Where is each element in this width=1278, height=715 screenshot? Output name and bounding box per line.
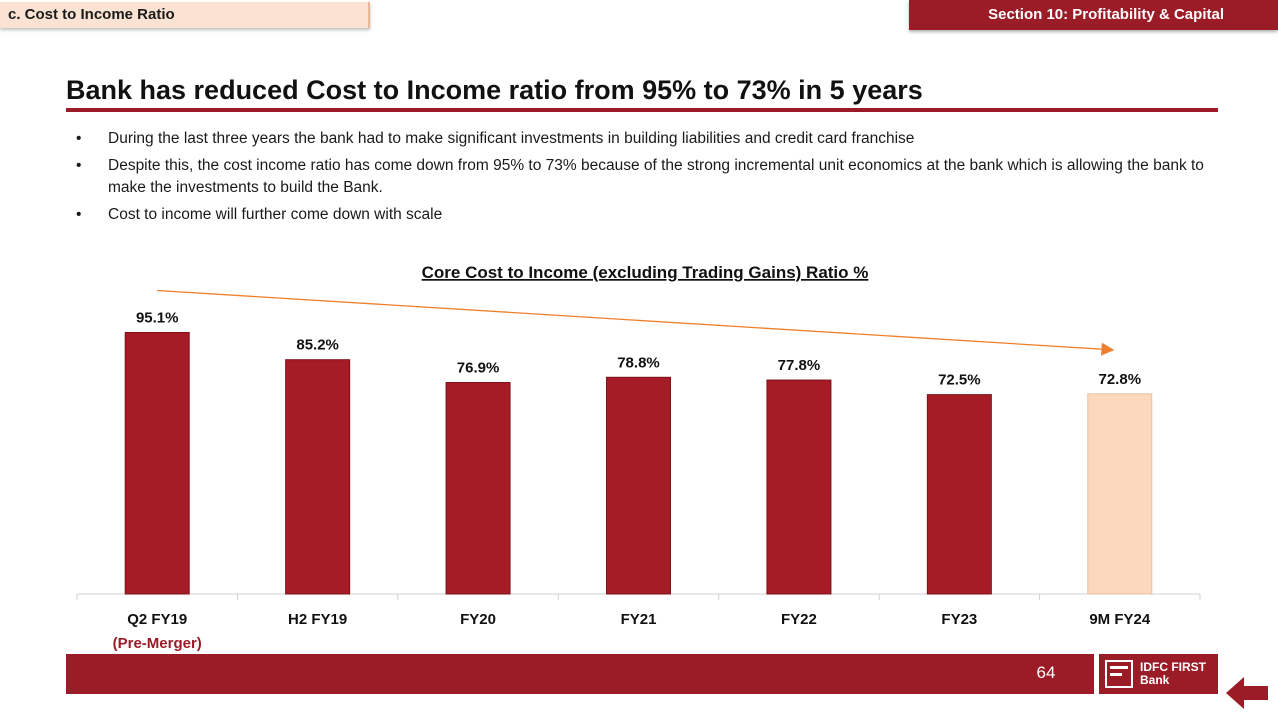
bullet-text: Despite this, the cost income ratio has …: [108, 157, 1204, 196]
data-label: 78.8%: [617, 354, 660, 371]
bar-h2-fy19: [285, 359, 351, 595]
bullet-item: • Despite this, the cost income ratio has…: [76, 155, 1246, 199]
data-label: 72.8%: [1099, 371, 1142, 388]
data-label: 72.5%: [938, 372, 981, 389]
x-tick-label: Q2 FY19: [127, 611, 187, 628]
data-label: 85.2%: [296, 337, 339, 354]
bullet-item: • During the last three years the bank ha…: [76, 128, 1246, 150]
logo-text: IDFC FIRST Bank: [1140, 661, 1206, 687]
chart-title: Core Cost to Income (excluding Trading G…: [422, 263, 869, 282]
bar-fy20: [445, 382, 511, 595]
data-label: 76.9%: [457, 360, 500, 377]
bullet-dot: •: [76, 157, 82, 174]
bullet-text: During the last three years the bank had…: [108, 130, 915, 147]
bar-fy21: [606, 376, 671, 595]
page-title: Bank has reduced Cost to Income ratio fr…: [66, 72, 1218, 112]
x-tick-label: FY21: [621, 611, 657, 628]
bar-q2-fy19: [124, 331, 190, 595]
data-label: 95.1%: [136, 309, 179, 326]
bar-fy23: [926, 394, 992, 595]
bullet-text: Cost to income will further come down wi…: [108, 206, 443, 223]
x-tick-label: FY20: [460, 611, 496, 628]
x-tick-label: 9M FY24: [1089, 611, 1151, 628]
bullet-item: • Cost to income will further come down w…: [76, 204, 1246, 226]
page-number: 64: [1036, 663, 1056, 682]
footer-bar: [66, 654, 1094, 694]
bank-logo: IDFC FIRST Bank: [1099, 654, 1218, 694]
x-tick-label: FY23: [941, 611, 977, 628]
cost-income-bar-chart: Core Cost to Income (excluding Trading G…: [76, 263, 1201, 652]
bullet-dot: •: [76, 130, 82, 147]
data-label: 77.8%: [778, 357, 821, 374]
logo-line-1: IDFC FIRST: [1140, 660, 1206, 674]
bullet-dot: •: [76, 206, 82, 223]
bar-fy22: [766, 379, 832, 595]
bullet-list: • During the last three years the bank ha…: [76, 128, 1246, 231]
x-tick-label: H2 FY19: [288, 611, 347, 628]
logo-mark-icon: [1105, 660, 1133, 688]
x-tick-label: FY22: [781, 611, 817, 628]
trend-arrow: [157, 289, 1115, 356]
section-tag: c. Cost to Income Ratio: [0, 2, 370, 28]
logo-line-2: Bank: [1140, 673, 1170, 687]
x-tick-sublabel: (Pre-Merger): [113, 635, 202, 652]
bar-9m-fy24: [1087, 393, 1153, 595]
section-title: Section 10: Profitability & Capital: [909, 0, 1278, 30]
left-arrow-icon[interactable]: [1226, 674, 1268, 712]
